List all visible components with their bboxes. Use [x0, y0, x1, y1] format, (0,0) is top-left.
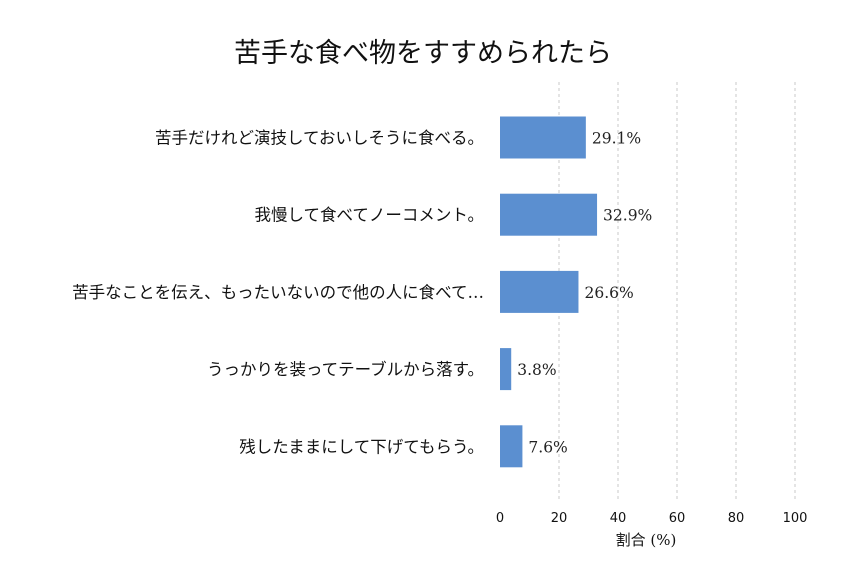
gridlines [558, 82, 796, 500]
category-label: 苦手だけれど演技しておいしそうに食べる。 [155, 129, 484, 148]
x-axis-ticks: 0 20 40 60 80 100 [496, 511, 808, 526]
x-tick-label: 80 [728, 511, 745, 526]
x-tick-label: 0 [496, 511, 504, 526]
data-label: 3.8% [517, 361, 556, 379]
bar [500, 348, 512, 391]
chart-title: 苦手な食べ物をすすめられたら [234, 38, 612, 69]
data-labels: 29.1% 32.9% 26.6% 3.8% 7.6% [517, 130, 652, 457]
data-label: 7.6% [528, 438, 567, 456]
data-label: 26.6% [584, 284, 633, 302]
bar [500, 425, 523, 468]
bar [500, 193, 598, 236]
x-axis-label: 割合 (%) [616, 531, 677, 549]
category-label: 苦手なことを伝え、もったいないので他の人に食べて… [72, 283, 484, 302]
x-tick-label: 100 [783, 511, 808, 526]
category-labels: 苦手だけれど演技しておいしそうに食べる。我慢して食べてノーコメント。苦手なことを… [72, 129, 484, 457]
category-label: うっかりを装ってテーブルから落す。 [207, 359, 484, 379]
x-tick-label: 20 [551, 511, 568, 526]
bar [500, 270, 579, 313]
x-tick-label: 60 [669, 511, 686, 526]
data-label: 32.9% [603, 207, 652, 225]
category-label: 我慢して食べてノーコメント。 [254, 205, 484, 225]
bars [500, 116, 598, 468]
x-tick-label: 40 [610, 511, 627, 526]
bar [500, 116, 586, 159]
category-label: 残したままにして下げてもらう。 [239, 437, 484, 456]
data-label: 29.1% [592, 130, 641, 148]
